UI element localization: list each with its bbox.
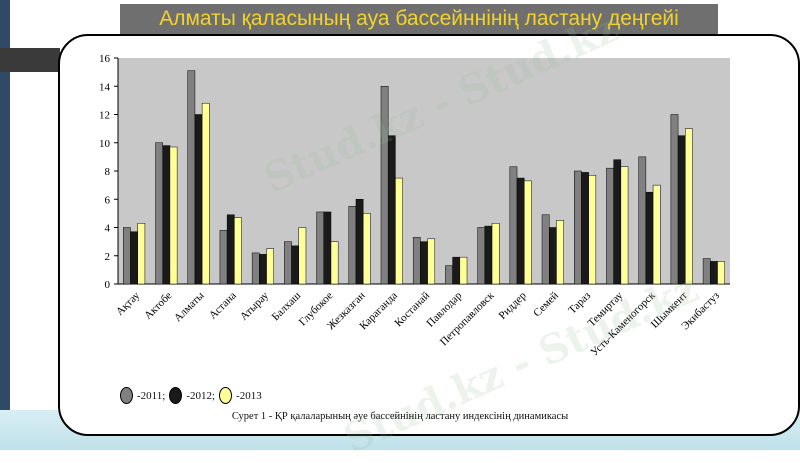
legend-label-2013: -2013	[236, 389, 262, 402]
slide-left-tab	[0, 48, 60, 72]
bar-2012-5	[291, 245, 300, 285]
x-tick-label: Актобе	[142, 290, 174, 322]
bar-2013-4	[266, 248, 274, 285]
bar-2011-2	[187, 70, 196, 285]
bar-2012-18	[710, 261, 718, 285]
legend-item-2012: -2012;	[169, 387, 215, 404]
bar-2012-1	[162, 145, 171, 285]
x-tick-label: Астана	[207, 290, 239, 322]
bar-2011-5	[284, 241, 292, 285]
bar-2013-8	[395, 177, 403, 285]
y-tick-label: 10	[99, 138, 111, 150]
bar-2011-8	[380, 86, 389, 285]
bar-2013-0	[137, 223, 146, 285]
bar-2013-14	[588, 174, 597, 285]
x-tick-label: Алматы	[172, 289, 207, 324]
bar-2013-15	[620, 166, 629, 285]
bar-2013-7	[362, 213, 371, 285]
bar-2012-15	[613, 159, 622, 285]
legend-swatch-2012	[169, 387, 183, 404]
bar-2013-17	[685, 128, 693, 285]
bar-2012-9	[420, 241, 428, 285]
bar-2011-0	[123, 227, 131, 285]
figure-caption: Сурет 1 - ҚР қалаларының әуе бассейнінің…	[231, 411, 569, 422]
y-tick-label: 0	[105, 279, 111, 291]
y-tick-label: 8	[105, 166, 111, 178]
bar-2011-7	[348, 206, 357, 285]
bar-2013-5	[298, 227, 307, 285]
bar-2012-3	[226, 214, 235, 285]
bar-2011-17	[670, 114, 679, 285]
y-tick-label: 12	[99, 110, 110, 122]
bar-2012-13	[548, 227, 557, 285]
bar-2012-2	[194, 114, 203, 285]
bar-2012-7	[355, 199, 364, 285]
bar-2011-3	[219, 230, 228, 285]
bar-2011-10	[445, 265, 453, 285]
bar-2012-6	[323, 211, 332, 285]
y-tick-label: 4	[105, 223, 111, 235]
x-tick-label: Ақтау	[114, 289, 143, 318]
bar-2013-6	[330, 241, 339, 285]
y-tick-label: 14	[99, 81, 111, 93]
legend-label-2012: -2012;	[186, 389, 216, 402]
bar-2012-8	[387, 135, 396, 285]
x-tick-label: Атырау	[238, 289, 272, 323]
bar-2013-16	[652, 184, 661, 285]
legend-swatch-2013	[219, 387, 233, 404]
x-tick-label: Семей	[531, 290, 561, 320]
bar-2012-17	[677, 135, 686, 285]
bar-2011-11	[477, 227, 486, 285]
bar-2012-0	[130, 231, 138, 285]
bar-2012-10	[452, 256, 461, 285]
legend-swatch-2011	[120, 387, 133, 404]
bar-2011-16	[638, 156, 647, 285]
bar-2012-4	[259, 254, 267, 285]
bar-2011-12	[509, 166, 518, 285]
legend-label-2011: -2011;	[137, 389, 166, 402]
chart-legend: -2011; -2012; -2013	[120, 387, 266, 404]
slide-left-accent-bar	[0, 0, 10, 450]
bar-2011-1	[155, 142, 163, 285]
legend-item-2013: -2013	[219, 387, 262, 404]
y-tick-label: 16	[99, 53, 111, 65]
bar-2013-11	[491, 223, 500, 285]
bar-2011-18	[702, 258, 711, 285]
bar-2013-12	[523, 180, 532, 285]
bar-2013-2	[201, 102, 210, 285]
bar-2013-3	[234, 217, 242, 285]
legend-item-2011: -2011;	[120, 387, 165, 404]
bar-2013-18	[717, 261, 725, 285]
bar-2011-9	[412, 237, 421, 285]
bar-2011-15	[606, 167, 614, 285]
bar-2012-16	[645, 191, 654, 285]
y-tick-label: 2	[105, 251, 111, 263]
bar-2012-11	[484, 225, 493, 285]
bar-2011-4	[251, 252, 260, 285]
bar-2013-10	[459, 256, 468, 285]
bar-2011-6	[316, 211, 325, 285]
y-tick-label: 6	[105, 194, 111, 206]
x-tick-label: Риддер	[497, 289, 530, 322]
bar-2013-13	[556, 220, 564, 285]
bar-2012-14	[581, 172, 589, 285]
slide-title: Алматы қаласының ауа бассейннінің ластан…	[120, 4, 718, 34]
bar-2013-9	[427, 238, 436, 285]
bar-2011-14	[574, 170, 582, 285]
bar-2012-12	[516, 177, 525, 285]
bar-2013-1	[169, 146, 178, 285]
bar-2011-13	[541, 214, 550, 285]
x-tick-label: Тараз	[566, 290, 593, 317]
